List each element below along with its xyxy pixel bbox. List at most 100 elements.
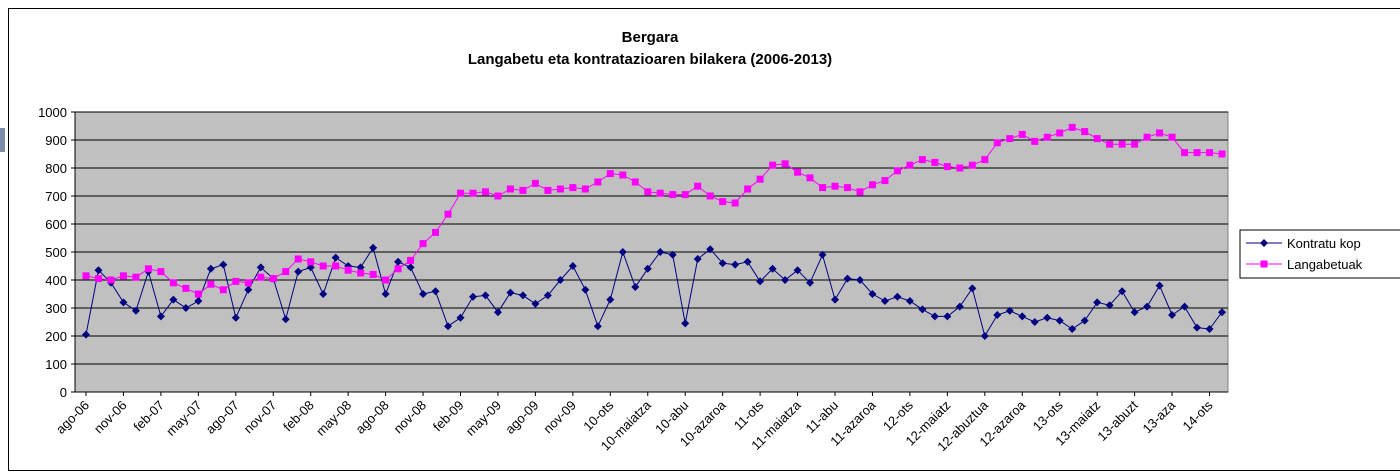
legend-label: Langabetuak [1287, 257, 1363, 272]
point [756, 175, 764, 183]
point [955, 302, 964, 311]
point [344, 266, 352, 274]
point [1168, 311, 1177, 319]
point [855, 276, 864, 284]
point [1043, 133, 1051, 141]
point [1055, 316, 1064, 325]
y-tick-label: 700 [45, 189, 67, 204]
point [1193, 149, 1201, 157]
point [219, 286, 227, 294]
point [369, 270, 377, 278]
point [606, 170, 614, 178]
point [493, 308, 502, 317]
point [818, 250, 827, 259]
point [119, 272, 127, 280]
point [819, 184, 827, 192]
point [1081, 128, 1089, 136]
y-tick-label: 300 [45, 301, 67, 316]
point [132, 273, 140, 281]
point [656, 189, 664, 197]
point [581, 285, 590, 294]
point [1155, 281, 1164, 290]
point [519, 186, 527, 194]
point [693, 255, 702, 263]
point [1043, 313, 1052, 322]
point [756, 277, 765, 286]
point [381, 290, 390, 298]
point [881, 177, 889, 185]
point [956, 164, 964, 172]
point [744, 185, 752, 193]
point [681, 319, 690, 328]
point [357, 269, 365, 277]
point [668, 250, 677, 259]
point [981, 156, 989, 164]
point [1056, 129, 1064, 137]
point [1130, 308, 1139, 317]
point [307, 258, 315, 266]
point [556, 185, 564, 193]
point [768, 264, 777, 273]
y-tick-label: 800 [45, 161, 67, 176]
point [569, 184, 577, 192]
point [831, 295, 840, 304]
point [531, 179, 539, 187]
point [918, 305, 927, 314]
y-tick-label: 1000 [38, 105, 67, 120]
point [169, 295, 178, 304]
point [1218, 150, 1226, 158]
point [618, 248, 627, 256]
point [1156, 129, 1164, 137]
point [1018, 312, 1027, 321]
point [781, 160, 789, 168]
y-tick-label: 600 [45, 217, 67, 232]
legend-label: Kontratu kop [1287, 236, 1361, 251]
point [231, 313, 240, 322]
point [444, 210, 452, 218]
point [856, 188, 864, 196]
point [469, 189, 477, 197]
point [431, 287, 440, 296]
point [94, 275, 102, 283]
point [943, 312, 952, 321]
point [1131, 140, 1139, 148]
point [319, 262, 327, 270]
point [444, 322, 453, 331]
point [731, 260, 740, 269]
point [643, 264, 652, 273]
point [706, 192, 714, 200]
point [893, 292, 902, 301]
point [181, 304, 190, 312]
point [1193, 323, 1202, 332]
point [481, 291, 490, 300]
point [1093, 135, 1101, 143]
point [194, 297, 203, 305]
point [930, 312, 939, 321]
point [781, 276, 790, 284]
point [594, 178, 602, 186]
point [394, 265, 402, 273]
point [1143, 302, 1152, 311]
point [906, 161, 914, 169]
point [506, 288, 515, 297]
point [931, 158, 939, 166]
point [419, 290, 428, 298]
point [419, 240, 427, 248]
legend-marker [1260, 239, 1268, 247]
point [306, 263, 315, 272]
point [82, 272, 90, 280]
point [868, 290, 877, 298]
point [182, 284, 190, 292]
point [494, 192, 502, 200]
chart-subtitle: Langabetu eta kontratazioaren bilakera (… [468, 51, 832, 68]
chart-title: Bergara [622, 29, 679, 46]
y-tick-label: 200 [45, 329, 67, 344]
point [1181, 149, 1189, 157]
point [993, 311, 1002, 319]
side-tab [0, 128, 5, 152]
point [943, 163, 951, 171]
point [1030, 318, 1039, 326]
point [356, 263, 365, 272]
point [506, 185, 514, 193]
point [556, 276, 565, 284]
